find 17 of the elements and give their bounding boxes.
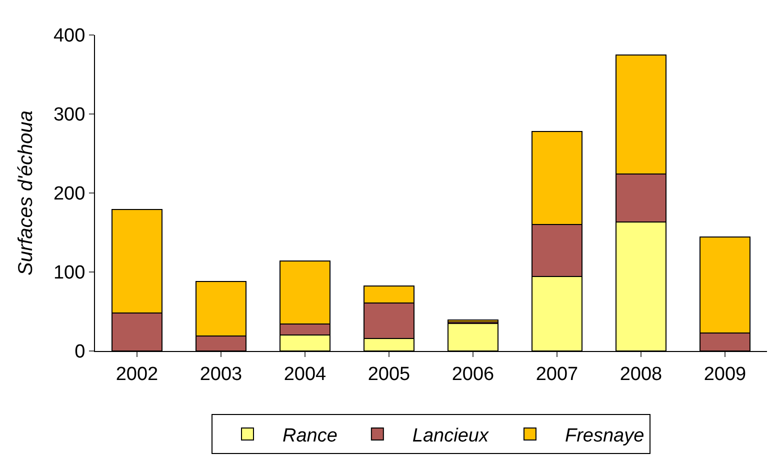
x-tick-label: 2004 bbox=[284, 364, 327, 385]
y-tick-label: 400 bbox=[53, 26, 86, 47]
y-axis-title: Surfaces d'échoua bbox=[14, 110, 37, 276]
y-tick-label: 200 bbox=[53, 184, 86, 205]
x-tick-label: 2008 bbox=[620, 364, 662, 385]
y-tick-label: 100 bbox=[53, 262, 86, 284]
x-tick-label: 2007 bbox=[536, 364, 578, 385]
x-tick-label: 2009 bbox=[704, 364, 746, 385]
x-tick-label: 2002 bbox=[116, 364, 158, 385]
y-tick-label: 300 bbox=[53, 104, 86, 126]
legend-label: Rance bbox=[282, 425, 338, 446]
x-tick-label: 2006 bbox=[452, 364, 494, 385]
legend-label: Fresnaye bbox=[564, 425, 644, 446]
legend-label: Lancieux bbox=[412, 425, 490, 446]
x-tick-label: 2005 bbox=[368, 364, 410, 385]
y-tick-label: 0 bbox=[74, 342, 86, 363]
x-tick-label: 2003 bbox=[200, 364, 242, 385]
